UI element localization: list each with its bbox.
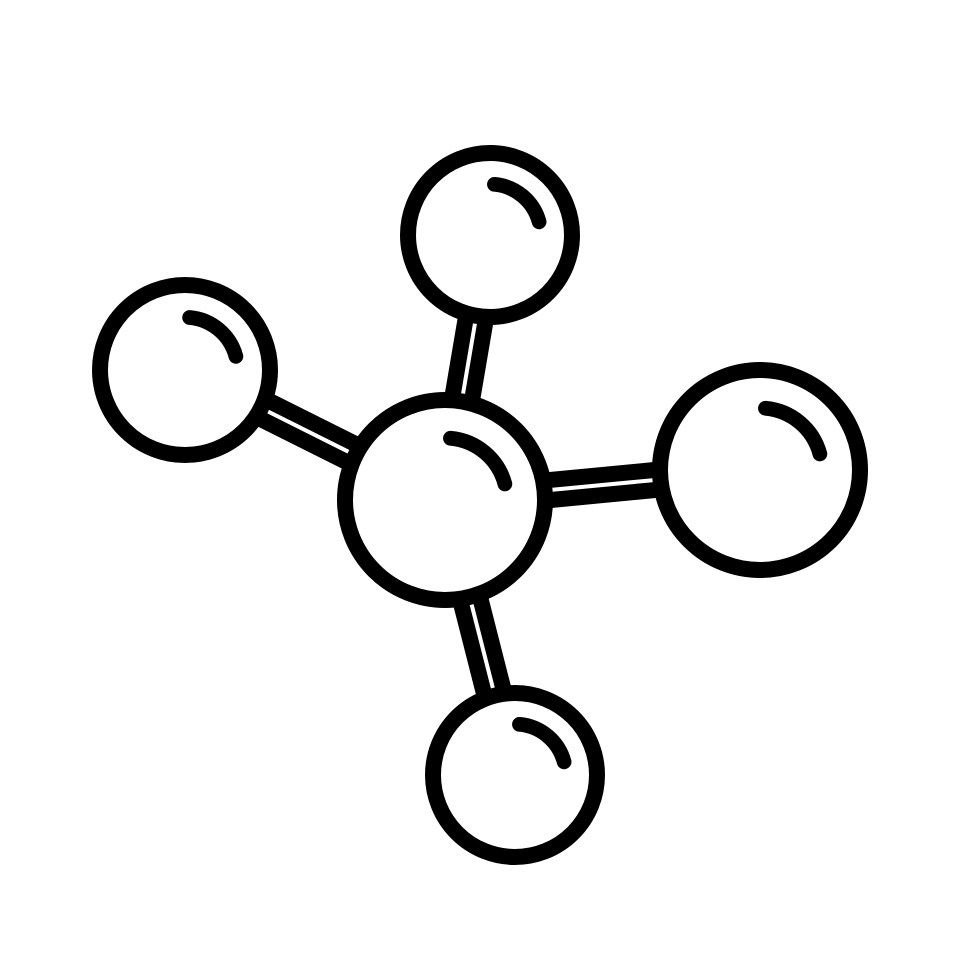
- atom-top: [408, 153, 572, 317]
- molecule-icon: [0, 0, 980, 980]
- nodes-group: [100, 153, 860, 857]
- bond-center-top: [452, 314, 467, 400]
- bond-center-right: [545, 489, 661, 500]
- bond-center-right: [544, 470, 660, 481]
- atom-center: [345, 400, 545, 600]
- atom-right: [660, 370, 860, 570]
- atom-left: [100, 285, 270, 455]
- bond-center-top: [472, 318, 487, 404]
- atom-bottom: [433, 693, 597, 857]
